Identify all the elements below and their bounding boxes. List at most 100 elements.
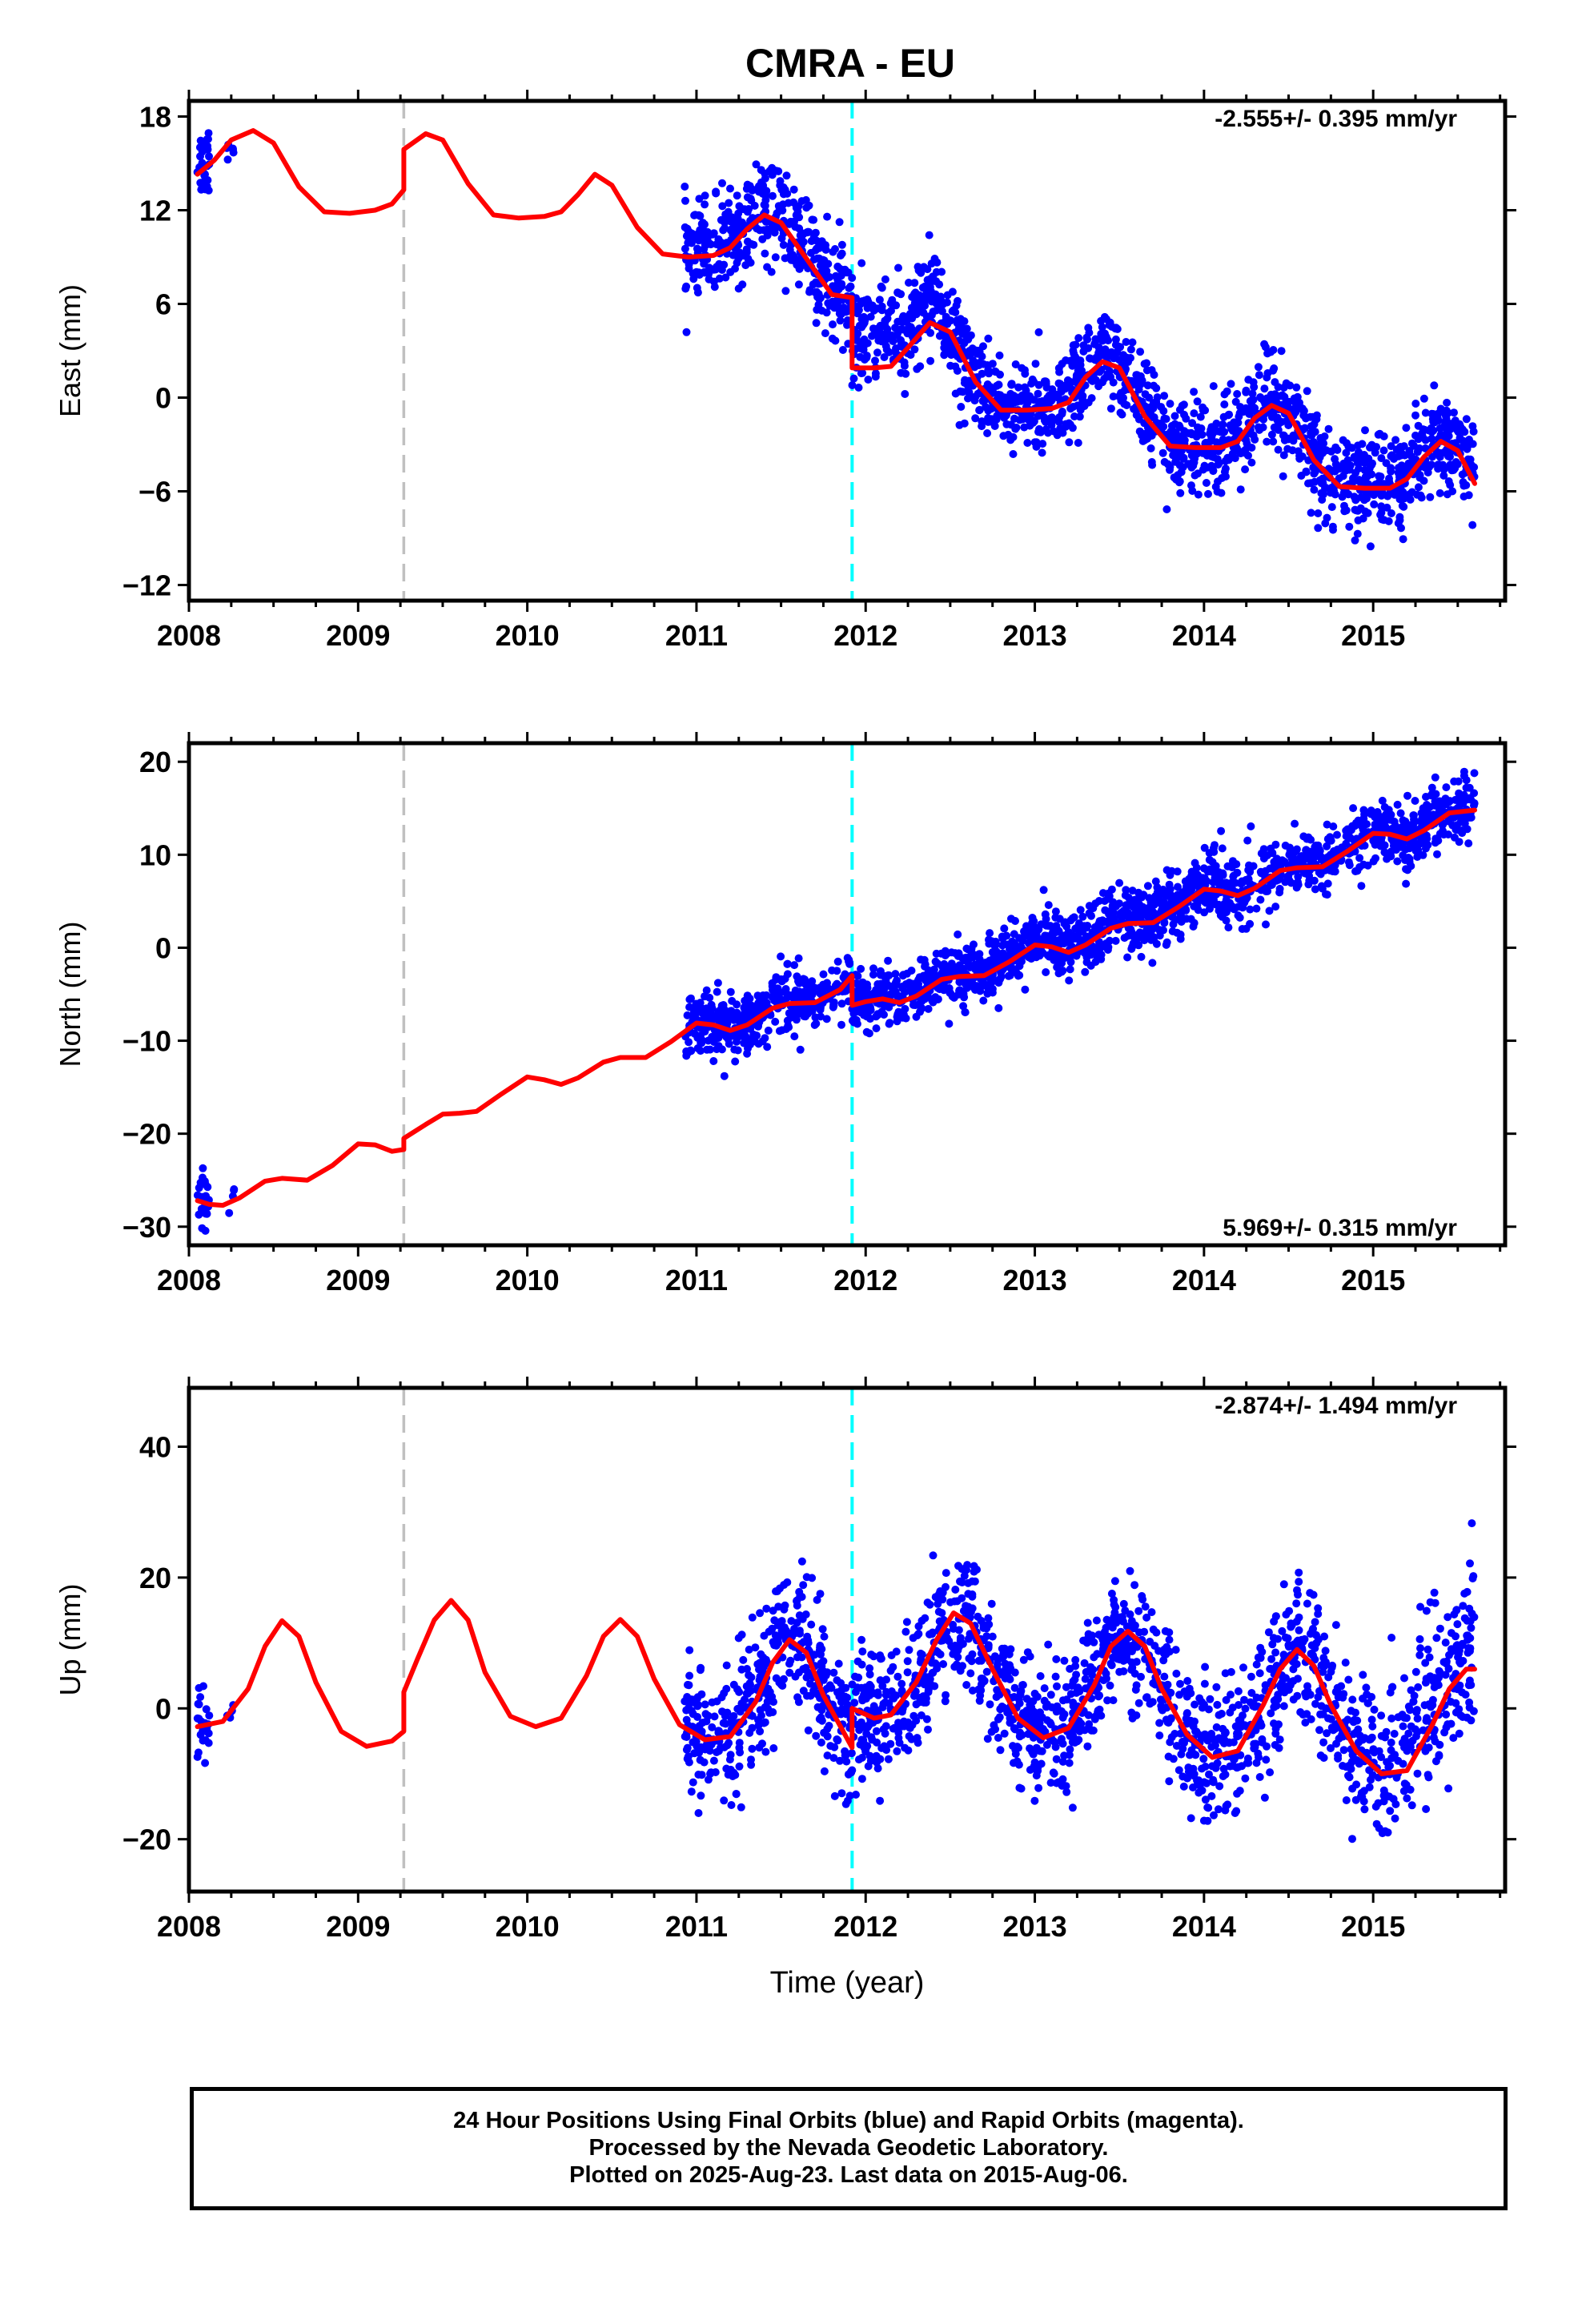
up-data-point	[727, 1801, 736, 1809]
up-data-point	[777, 1626, 786, 1635]
east-data-point	[682, 282, 691, 291]
east-data-point	[683, 224, 692, 233]
east-data-point	[1245, 410, 1254, 418]
north-data-point	[1268, 849, 1277, 858]
east-data-point	[817, 237, 826, 246]
north-data-point	[1355, 862, 1364, 871]
east-data-point	[1221, 456, 1230, 465]
east-data-point	[854, 384, 863, 392]
east-data-point	[1376, 472, 1385, 481]
east-data-point	[1446, 480, 1455, 489]
up-data-point	[797, 1557, 806, 1566]
north-data-point	[1093, 955, 1102, 963]
east-data-point	[899, 316, 908, 324]
east-data-point	[1399, 464, 1407, 473]
up-data-point	[1201, 1795, 1210, 1804]
north-data-point	[1403, 828, 1412, 837]
north-data-point	[1407, 862, 1415, 870]
east-data-point	[1284, 421, 1293, 429]
north-data-point	[201, 1226, 210, 1235]
east-data-point	[713, 240, 721, 249]
up-data-point	[1331, 1621, 1340, 1630]
east-data-point	[1421, 436, 1430, 444]
east-y-axis-label: East (mm)	[54, 284, 86, 417]
east-data-point	[943, 298, 951, 307]
east-data-point	[747, 239, 756, 248]
north-data-point	[1256, 895, 1265, 904]
north-data-point	[812, 1019, 821, 1028]
up-data-point	[737, 1803, 745, 1811]
east-data-point	[1392, 489, 1401, 497]
east-data-point	[848, 381, 857, 389]
east-data-point	[829, 320, 837, 329]
north-data-point	[783, 959, 792, 968]
north-data-point	[877, 986, 886, 995]
east-data-point	[1344, 490, 1353, 499]
north-data-point	[1145, 930, 1154, 939]
north-data-point	[1393, 857, 1402, 866]
east-data-point	[1395, 513, 1404, 521]
up-data-point	[841, 1747, 849, 1755]
north-data-point	[1091, 899, 1100, 908]
east-data-point	[891, 348, 900, 356]
north-data-point	[857, 964, 865, 973]
east-data-point	[1126, 354, 1134, 362]
up-data-point	[770, 1641, 779, 1650]
east-data-point	[1097, 316, 1106, 325]
up-data-point	[193, 1752, 202, 1761]
north-data-point	[697, 1047, 705, 1055]
north-data-point	[1442, 783, 1451, 792]
north-data-point	[1217, 826, 1226, 835]
up-data-point	[746, 1687, 755, 1695]
up-data-point	[739, 1655, 748, 1664]
north-data-point	[1433, 850, 1441, 858]
north-data-point	[225, 1208, 234, 1217]
north-data-point	[1109, 903, 1118, 911]
up-data-point	[1319, 1667, 1327, 1676]
north-data-point	[991, 937, 1000, 946]
north-data-point	[1042, 968, 1050, 976]
north-data-point	[961, 1007, 970, 1016]
north-data-point	[1242, 895, 1251, 904]
east-data-point	[1056, 380, 1065, 388]
north-data-point	[712, 1012, 721, 1021]
north-data-point	[755, 993, 764, 1002]
east-data-point	[881, 275, 889, 283]
east-data-point	[1042, 377, 1050, 386]
up-data-point	[729, 1768, 738, 1777]
north-data-point	[1010, 930, 1018, 939]
up-data-point	[195, 1700, 203, 1709]
up-data-point	[837, 1705, 846, 1714]
north-y-tick-label: −10	[122, 1025, 171, 1058]
east-data-point	[990, 422, 999, 430]
east-data-point	[695, 195, 704, 203]
east-data-point	[1194, 490, 1203, 499]
up-data-point	[685, 1671, 694, 1680]
east-data-point	[1439, 448, 1448, 456]
up-data-point	[780, 1581, 789, 1590]
up-data-point	[743, 1665, 751, 1673]
north-y-tick-label: 10	[139, 838, 171, 871]
north-data-point	[1271, 840, 1280, 849]
north-data-point	[1462, 783, 1471, 792]
east-data-point	[701, 200, 709, 209]
east-data-point	[721, 218, 729, 227]
north-data-point	[1209, 844, 1218, 852]
east-data-point	[728, 213, 737, 222]
up-data-point	[746, 1680, 754, 1689]
up-data-point	[1030, 1796, 1039, 1805]
east-data-point	[1022, 386, 1030, 395]
north-data-point	[1078, 927, 1087, 936]
east-data-point	[1103, 352, 1112, 361]
north-data-point	[1239, 903, 1247, 912]
north-data-point	[1272, 854, 1281, 863]
east-data-point	[871, 369, 880, 378]
up-data-point	[821, 1670, 829, 1679]
north-data-point	[1194, 870, 1203, 879]
up-data-point	[820, 1767, 829, 1775]
east-data-point	[856, 344, 865, 352]
east-data-point	[1062, 422, 1070, 431]
east-data-point	[897, 368, 905, 377]
east-data-point	[746, 195, 755, 203]
